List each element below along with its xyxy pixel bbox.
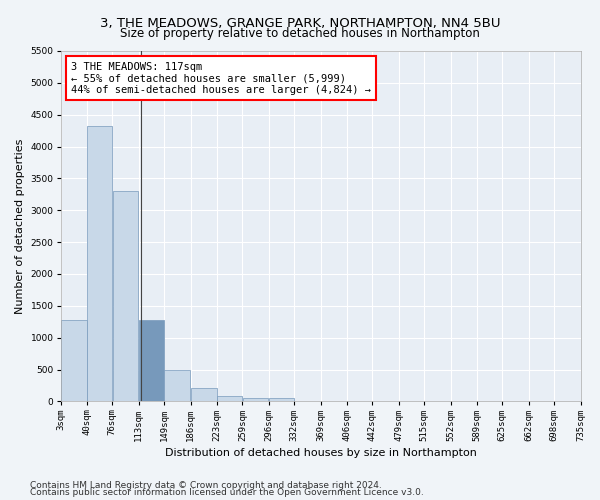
Text: 3 THE MEADOWS: 117sqm
← 55% of detached houses are smaller (5,999)
44% of semi-d: 3 THE MEADOWS: 117sqm ← 55% of detached … bbox=[71, 62, 371, 94]
Bar bbox=[191, 388, 217, 402]
Bar bbox=[87, 126, 112, 402]
Bar bbox=[269, 398, 294, 402]
Bar bbox=[113, 191, 139, 402]
Y-axis label: Number of detached properties: Number of detached properties bbox=[15, 138, 25, 314]
Bar bbox=[164, 370, 190, 402]
Bar bbox=[139, 320, 164, 402]
Text: Contains public sector information licensed under the Open Government Licence v3: Contains public sector information licen… bbox=[30, 488, 424, 497]
X-axis label: Distribution of detached houses by size in Northampton: Distribution of detached houses by size … bbox=[164, 448, 476, 458]
Bar bbox=[242, 398, 268, 402]
Bar bbox=[217, 396, 242, 402]
Bar bbox=[61, 320, 86, 402]
Text: 3, THE MEADOWS, GRANGE PARK, NORTHAMPTON, NN4 5BU: 3, THE MEADOWS, GRANGE PARK, NORTHAMPTON… bbox=[100, 18, 500, 30]
Text: Contains HM Land Registry data © Crown copyright and database right 2024.: Contains HM Land Registry data © Crown c… bbox=[30, 480, 382, 490]
Text: Size of property relative to detached houses in Northampton: Size of property relative to detached ho… bbox=[120, 28, 480, 40]
